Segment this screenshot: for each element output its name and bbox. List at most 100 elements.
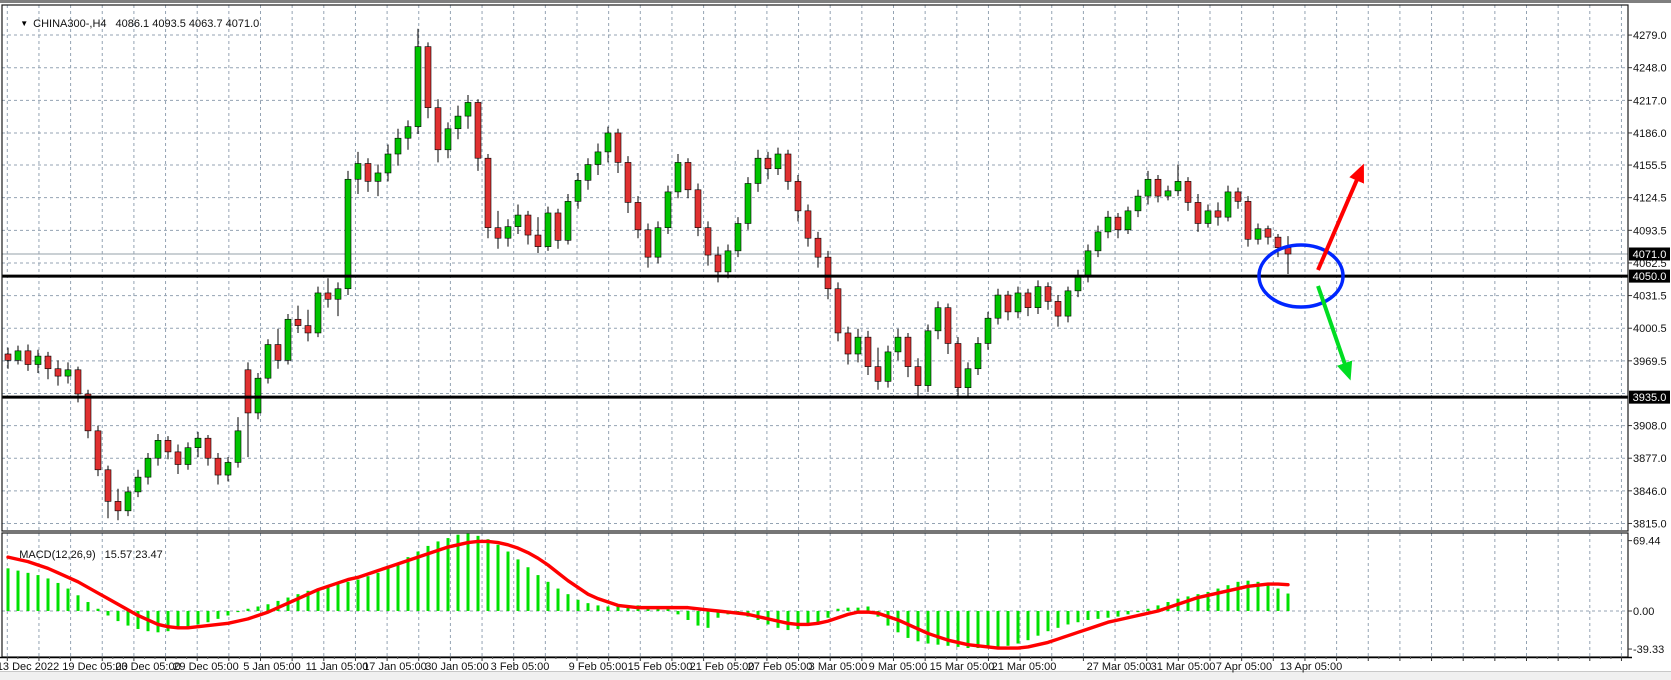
candle-body xyxy=(734,223,742,252)
macd-histogram-bar xyxy=(1016,611,1020,644)
macd-histogram-bar xyxy=(1086,611,1090,620)
candle-body xyxy=(964,368,972,388)
candle-body xyxy=(24,350,32,365)
macd-histogram-bar xyxy=(1286,593,1290,611)
macd-histogram-bar xyxy=(1066,611,1070,625)
macd-histogram-bar xyxy=(136,611,140,629)
macd-histogram-bar xyxy=(1276,588,1280,611)
candle-body xyxy=(354,163,362,180)
macd-histogram-bar xyxy=(96,608,100,611)
macd-histogram-bar xyxy=(566,594,570,611)
macd-histogram-bar xyxy=(846,607,850,611)
annotation-arrow-up[interactable] xyxy=(1316,163,1364,271)
macd-histogram-bar xyxy=(376,572,380,611)
macd-histogram-bar xyxy=(1236,581,1240,611)
candle-body xyxy=(924,330,932,386)
chart-dropdown-icon[interactable]: ▼ xyxy=(20,19,29,28)
candle-body xyxy=(74,369,82,395)
macd-histogram-bar xyxy=(796,611,800,629)
window-bottom-strip xyxy=(0,672,1671,680)
candle-body xyxy=(34,355,42,365)
macd-histogram-bar xyxy=(156,611,160,633)
macd-histogram-bar xyxy=(336,584,340,611)
candle-body xyxy=(624,162,632,203)
macd-histogram-bar xyxy=(866,606,870,611)
macd-axis-label: -39.33 xyxy=(1633,644,1664,656)
macd-histogram-bar xyxy=(516,559,520,611)
indicator-name: MACD(12,26,9) xyxy=(19,549,96,561)
macd-histogram-bar xyxy=(1186,596,1190,611)
macd-histogram-bar xyxy=(86,602,90,611)
price-badge xyxy=(1629,390,1670,404)
candle-body xyxy=(1034,286,1042,308)
candle-body xyxy=(1254,228,1262,240)
candle-body xyxy=(754,157,762,184)
candle-body xyxy=(814,237,822,258)
macd-histogram-bar xyxy=(816,611,820,623)
candle-body xyxy=(954,343,962,388)
time-axis-label: 31 Mar 05:00 xyxy=(1151,661,1216,673)
macd-histogram-bar xyxy=(1106,611,1110,618)
price-badge-label: 3935.0 xyxy=(1633,392,1667,404)
macd-histogram-bar xyxy=(826,611,830,618)
annotation-ellipse[interactable] xyxy=(1257,243,1345,309)
candle-body xyxy=(544,212,552,247)
price-axis-label: 4217.0 xyxy=(1633,95,1667,107)
candle-body xyxy=(314,292,322,334)
candle-body xyxy=(294,318,302,326)
candle-body xyxy=(794,181,802,212)
candle-body xyxy=(834,288,842,334)
macd-histogram-bar xyxy=(1196,594,1200,611)
macd-histogram-bar xyxy=(36,575,40,611)
candle-body xyxy=(1224,191,1232,218)
macd-histogram-bar xyxy=(266,604,270,611)
macd-histogram-bar xyxy=(206,611,210,623)
chart-title: ▼ CHINA300-,H4 4086.1 4093.5 4063.7 4071.0 xyxy=(8,6,259,42)
candle-body xyxy=(234,430,242,463)
candle-body xyxy=(594,151,602,165)
candle-body xyxy=(464,102,472,117)
macd-histogram-bar xyxy=(346,581,350,611)
macd-histogram-bar xyxy=(6,568,10,611)
macd-histogram-bar xyxy=(1006,611,1010,646)
candle-body xyxy=(684,162,692,191)
macd-histogram-bar xyxy=(166,611,170,632)
macd-histogram-bar xyxy=(996,611,1000,649)
macd-histogram-bar xyxy=(1226,585,1230,611)
candle-body xyxy=(104,469,112,502)
macd-histogram-bar xyxy=(196,611,200,625)
annotation-arrow-down[interactable] xyxy=(1316,285,1353,381)
candle-body xyxy=(154,440,162,459)
candle-body xyxy=(994,294,1002,319)
macd-histogram-bar xyxy=(556,588,560,611)
macd-histogram-bar xyxy=(1126,611,1130,615)
macd-histogram-bar xyxy=(836,608,840,611)
candle-body xyxy=(564,201,572,241)
macd-histogram-bar xyxy=(666,608,670,611)
candle-body xyxy=(134,476,142,493)
macd-histogram-bar xyxy=(176,611,180,629)
time-axis-label: 19 Dec 05:00 xyxy=(62,661,127,673)
time-axis-label: 11 Jan 05:00 xyxy=(306,661,369,673)
candle-body xyxy=(1094,231,1102,252)
macd-histogram-bar xyxy=(296,594,300,611)
candle-body xyxy=(894,336,902,353)
candle-body xyxy=(1244,201,1252,240)
macd-histogram-bar xyxy=(806,611,810,626)
time-axis-label: 21 Mar 05:00 xyxy=(992,661,1057,673)
macd-histogram-bar xyxy=(976,611,980,649)
macd-histogram-bar xyxy=(1206,591,1210,611)
candle-body xyxy=(144,457,152,478)
candle-body xyxy=(1074,275,1082,292)
macd-histogram-bar xyxy=(126,611,130,626)
candle-body xyxy=(844,332,852,355)
price-badge-label: 4071.0 xyxy=(1633,249,1667,261)
price-badge xyxy=(1629,269,1670,283)
candle-body xyxy=(364,163,372,182)
candle-body xyxy=(984,317,992,344)
time-axis-label: 3 Feb 05:00 xyxy=(491,661,550,673)
candle-body xyxy=(644,229,652,258)
